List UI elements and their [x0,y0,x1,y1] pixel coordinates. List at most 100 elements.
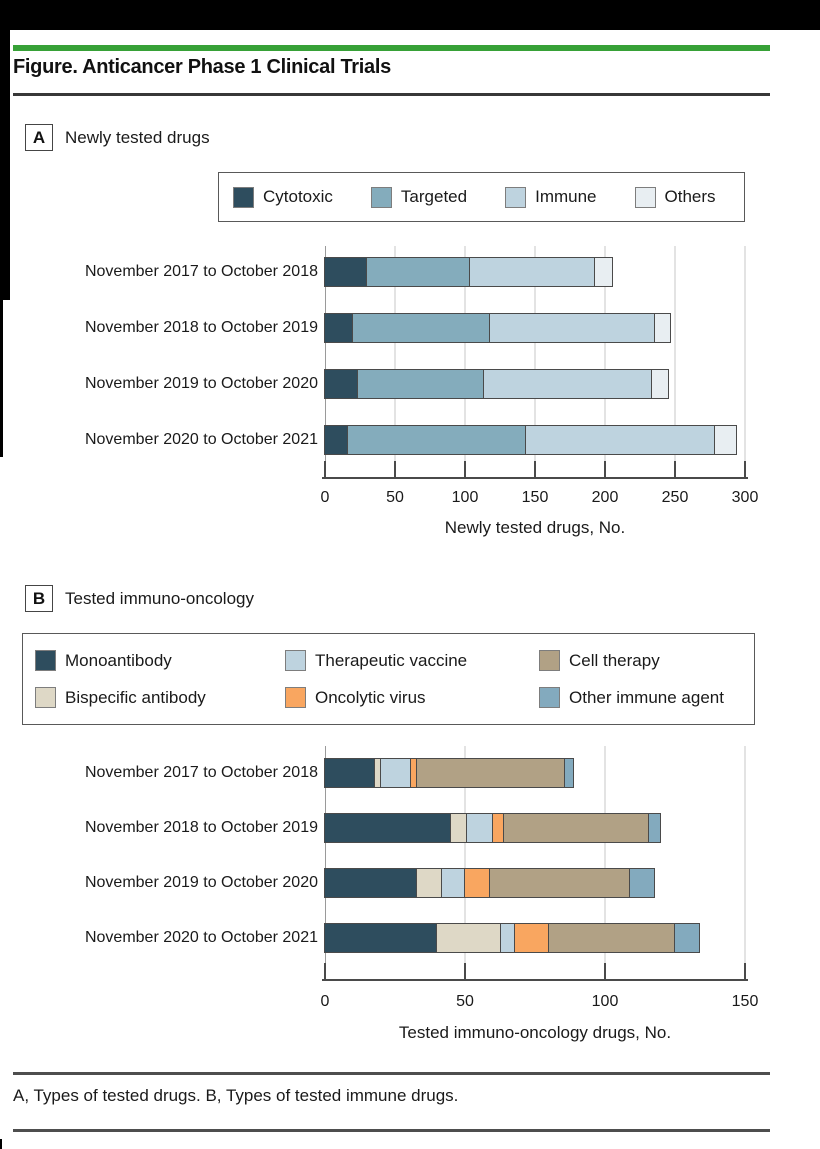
top-black-band [0,0,820,30]
legend-label: Therapeutic vaccine [315,650,468,670]
bar-segment-others [651,369,670,399]
panel-a-header: A Newly tested drugs [25,124,210,151]
gridline [604,746,606,979]
x-axis-title: Tested immuno-oncology drugs, No. [398,1023,672,1042]
x-axis-tick [324,461,326,477]
bar-segment-cell-therapy [488,868,631,898]
legend-label: Targeted [400,187,468,206]
gridline [394,246,396,477]
bar-category-label: November 2018 to October 2019 [84,319,318,336]
bar-segment-therapeutic-vaccine [466,813,493,843]
gridline [744,746,746,979]
bar-segment-therapeutic-vaccine [441,868,465,898]
legend-item: Cytotoxic [233,186,333,208]
bar-segment-monoantibody [323,923,437,953]
bar-segment-targeted [357,369,485,399]
legend-item: Therapeutic vaccine [285,650,539,671]
legend-swatch-bispecific-antibody [35,687,56,708]
bar-segment-immune [525,425,716,455]
x-axis-tick [324,963,326,979]
figure-caption: A, Types of tested drugs. B, Types of te… [13,1086,459,1105]
panel-b-heading: Tested immuno-oncology [65,588,254,608]
x-axis-tick-label: 50 [456,993,474,1010]
bar-segment-therapeutic-vaccine [379,758,412,788]
bar-segment-monoantibody [323,758,376,788]
title-rule [13,93,770,96]
bar-segment-other-immune-agent [648,813,661,843]
gridline [534,246,536,477]
legend-swatch-cytotoxic [233,186,254,208]
gridline [744,246,746,477]
bar-category-label: November 2020 to October 2021 [84,929,318,946]
legend-swatch-targeted [370,186,392,208]
x-axis-tick-label: 100 [591,993,619,1010]
bar-segment-others [593,257,614,287]
legend-label: Other immune agent [569,687,724,707]
bar-segment-oncolytic-virus [514,923,549,953]
left-black-strip [0,1139,2,1149]
bar-segment-monoantibody [323,813,451,843]
legend-swatch-cell-therapy [539,650,560,671]
panel-b-tag: B [25,585,53,612]
x-axis-title: Newly tested drugs, No. [444,518,626,537]
bar-category-label: November 2019 to October 2020 [84,375,318,392]
x-axis-tick [464,461,466,477]
bar-category-label: November 2018 to October 2019 [84,819,318,836]
bar-segment-other-immune-agent [628,868,656,898]
x-axis-tick [604,461,606,477]
bar-category-label: November 2020 to October 2021 [84,431,318,448]
bar-segment-cell-therapy [416,758,566,788]
x-axis-tick-label: 150 [521,489,549,506]
bar-segment-cytotoxic [323,425,349,455]
bar-segment-bispecific-antibody [435,923,502,953]
x-axis-line [322,979,748,981]
bar-segment-cell-therapy [547,923,675,953]
legend-label: Cell therapy [569,650,660,670]
panel-a-heading: Newly tested drugs [65,127,210,147]
legend-label: Oncolytic virus [315,687,426,707]
bar-segment-targeted [347,425,527,455]
bar-category-label: November 2019 to October 2020 [84,874,318,891]
legend-item: Bispecific antibody [35,687,285,708]
y-axis-spine [325,246,326,477]
bottom-rule [13,1129,770,1132]
x-axis-tick [744,963,746,979]
caption-top-rule [13,1072,770,1075]
x-axis-tick [674,461,676,477]
y-axis-spine [325,746,326,979]
legend-label: Monoantibody [65,650,172,670]
left-black-strip [0,0,10,300]
legend-swatch-monoantibody [35,650,56,671]
legend-label: Immune [535,187,597,206]
x-axis-tick-label: 200 [591,489,619,506]
figure-title: Figure. Anticancer Phase 1 Clinical Tria… [13,56,391,78]
gridline [604,246,606,477]
legend-label: Cytotoxic [263,187,333,206]
legend-label: Bispecific antibody [65,687,206,707]
x-axis-tick-label: 150 [731,993,759,1010]
x-axis-tick [604,963,606,979]
bar-segment-targeted [365,257,471,287]
gridline [464,246,466,477]
bar-segment-cytotoxic [323,369,359,399]
x-axis-tick-label: 50 [386,489,404,506]
bar-segment-bispecific-antibody [416,868,443,898]
legend-item: Oncolytic virus [285,687,539,708]
bar-segment-others [714,425,737,455]
legend-swatch-immune [505,186,527,208]
x-axis-tick-label: 0 [320,993,330,1010]
x-axis-tick [534,461,536,477]
x-axis-tick-label: 0 [320,489,330,506]
x-axis-tick [744,461,746,477]
legend-swatch-other-immune-agent [539,687,560,708]
bar-segment-others [654,313,671,343]
accent-green-rule [13,45,770,51]
bar-segment-oncolytic-virus [463,868,491,898]
legend-item: Cell therapy [539,650,754,671]
legend-item: Others [634,186,716,208]
bar-segment-cytotoxic [323,313,353,343]
legend-panel-a: Cytotoxic Targeted Immune Others [218,172,745,222]
legend-swatch-others [634,186,656,208]
x-axis-tick [394,461,396,477]
